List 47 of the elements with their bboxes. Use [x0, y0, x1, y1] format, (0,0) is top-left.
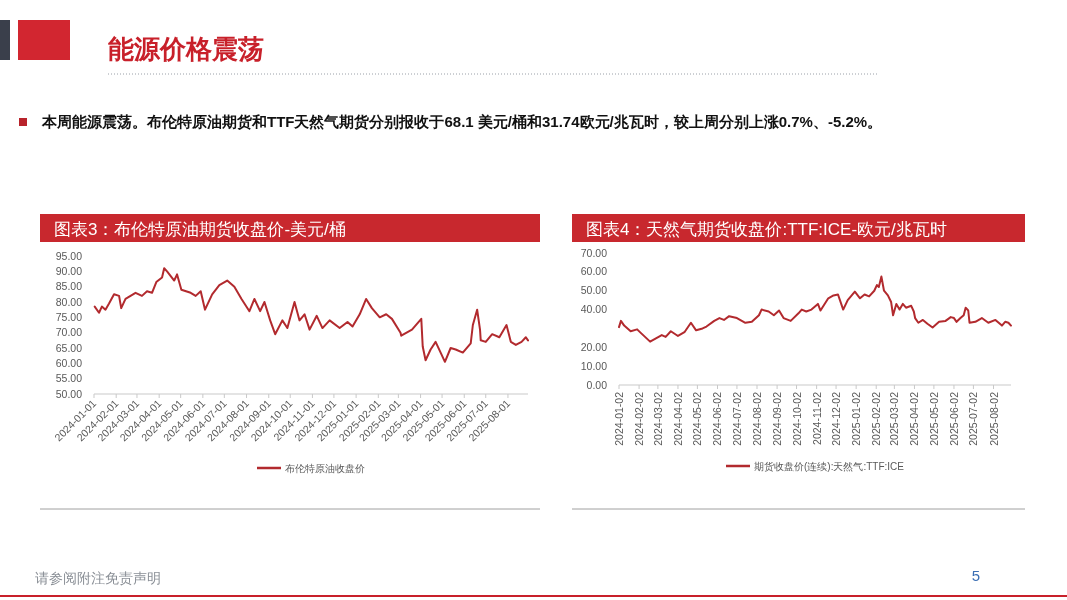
- x-tick-label: 2024-10-02: [790, 391, 803, 446]
- x-tick-label: 2025-03-02: [888, 391, 901, 446]
- legend-label: 期货收盘价(连续):天然气:TTF:ICE: [754, 461, 905, 472]
- x-tick-label: 2024-04-02: [671, 391, 684, 446]
- x-tick-label: 2025-02-02: [870, 391, 883, 446]
- y-tick-label: 20.00: [580, 340, 608, 353]
- y-tick-label: 95.00: [55, 249, 83, 262]
- y-tick-label: 75.00: [55, 310, 83, 323]
- text: 能源价格震荡: [108, 34, 264, 64]
- y-tick-label: 55.00: [55, 372, 83, 385]
- chart-title: 图表3：布伦特原油期货收盘价-美元/桶: [54, 220, 346, 239]
- x-tick-label: 2024-05-02: [691, 391, 704, 446]
- x-tick-label: 2025-07-02: [967, 391, 980, 446]
- y-tick-label: 85.00: [55, 280, 83, 293]
- x-tick-label: 2024-11-02: [810, 391, 823, 445]
- y-tick-label: 40.00: [580, 303, 608, 316]
- y-tick-label: 70.00: [55, 326, 83, 339]
- x-tick-label: 2024-07-02: [730, 391, 743, 446]
- y-tick-label: 60.00: [55, 356, 83, 369]
- y-tick-label: 60.00: [580, 265, 608, 278]
- y-tick-label: 65.00: [55, 341, 83, 354]
- line-series: [93, 267, 529, 363]
- x-tick-label: 2025-04-02: [908, 391, 921, 446]
- y-tick-label: 0.00: [586, 378, 608, 391]
- chart-title: 图表4：天然气期货收盘价:TTF:ICE-欧元/兆瓦时: [586, 220, 947, 239]
- x-tick-label: 2024-09-02: [771, 391, 784, 446]
- legend-label: 布伦特原油收盘价: [285, 463, 365, 474]
- x-tick-label: 2025-08-02: [987, 391, 1000, 446]
- y-tick-label: 50.00: [55, 387, 83, 400]
- x-tick-label: 2024-08-02: [751, 391, 764, 446]
- line-series: [618, 275, 1012, 343]
- x-tick-label: 2025-01-02: [850, 391, 863, 446]
- x-tick-label: 2024-06-02: [711, 391, 724, 446]
- text: 5: [971, 567, 980, 584]
- y-tick-label: 70.00: [580, 246, 608, 259]
- x-tick-label: 2025-05-02: [927, 391, 940, 446]
- x-tick-label: 2024-03-02: [651, 391, 664, 446]
- text: 请参阅附注免责声明: [35, 570, 161, 586]
- x-tick-label: 2024-01-02: [613, 391, 625, 446]
- y-tick-label: 80.00: [55, 295, 83, 308]
- y-tick-label: 50.00: [580, 284, 608, 297]
- text: 本周能源震荡。布伦特原油期货和TTF天然气期货分别报收于68.1 美元/桶和31.74欧元/兆瓦时，较上周分别上涨0.7%、-5.2%。: [41, 113, 883, 130]
- x-tick-label: 2024-02-02: [633, 391, 646, 446]
- x-tick-label: 2024-12-02: [830, 391, 843, 446]
- y-tick-label: 10.00: [580, 359, 608, 372]
- y-tick-label: 90.00: [55, 264, 83, 277]
- x-tick-label: 2025-06-02: [947, 391, 960, 446]
